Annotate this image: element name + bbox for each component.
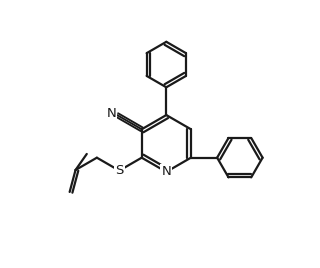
Text: N: N bbox=[161, 165, 171, 178]
Text: N: N bbox=[107, 107, 116, 120]
Text: S: S bbox=[115, 164, 124, 177]
